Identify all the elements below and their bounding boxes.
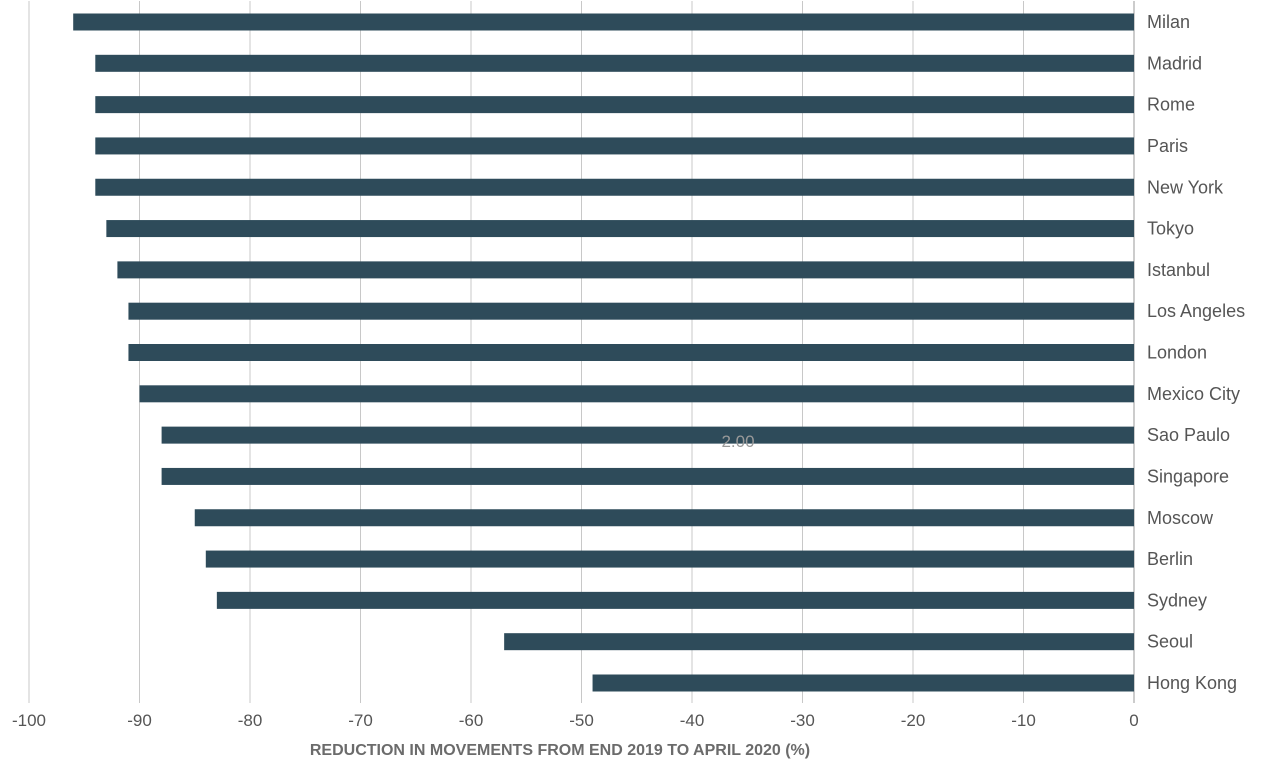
x-tick-label: -60 bbox=[459, 711, 484, 730]
category-label: Milan bbox=[1147, 12, 1190, 32]
bar-mexico-city bbox=[139, 385, 1134, 403]
x-tick-label: -100 bbox=[12, 711, 46, 730]
bar-milan bbox=[73, 13, 1135, 31]
bar-sydney bbox=[216, 591, 1135, 609]
x-tick-label: -10 bbox=[1011, 711, 1036, 730]
category-label: Mexico City bbox=[1147, 384, 1240, 404]
category-label: Berlin bbox=[1147, 549, 1193, 569]
x-tick-label: -50 bbox=[569, 711, 594, 730]
bar-madrid bbox=[95, 54, 1134, 72]
bar-tokyo bbox=[106, 220, 1135, 238]
category-label: Madrid bbox=[1147, 53, 1202, 73]
category-label: New York bbox=[1147, 177, 1224, 197]
x-tick-label: -20 bbox=[901, 711, 926, 730]
category-label: Istanbul bbox=[1147, 260, 1210, 280]
bar-singapore bbox=[161, 467, 1135, 485]
bar-berlin bbox=[205, 550, 1135, 568]
bar-london bbox=[128, 344, 1134, 361]
category-label: Moscow bbox=[1147, 508, 1214, 528]
category-label: Seoul bbox=[1147, 632, 1193, 652]
x-tick-labels: -100 -90 -80 -70 -60 -50 -40 -30 -20 -10 0 bbox=[12, 711, 1139, 730]
bar-new-york bbox=[95, 178, 1134, 196]
bar-sao-paulo bbox=[161, 426, 1135, 444]
category-label: Tokyo bbox=[1147, 219, 1194, 239]
bar-istanbul bbox=[117, 261, 1134, 279]
x-tick-label: -80 bbox=[238, 711, 263, 730]
category-label: Sao Paulo bbox=[1147, 425, 1230, 445]
bar-moscow bbox=[194, 509, 1134, 527]
category-label: Sydney bbox=[1147, 590, 1207, 610]
x-tick-label: 0 bbox=[1129, 711, 1138, 730]
bar-seoul bbox=[504, 633, 1134, 651]
bar-hong-kong bbox=[592, 674, 1134, 692]
category-labels: Milan Madrid Rome Paris New York Tokyo Istanbu… bbox=[1147, 12, 1245, 693]
x-tick-label: -90 bbox=[127, 711, 152, 730]
category-label: Singapore bbox=[1147, 466, 1229, 486]
bar-los-angeles bbox=[128, 302, 1134, 320]
category-label: Los Angeles bbox=[1147, 301, 1245, 321]
category-label: Rome bbox=[1147, 95, 1195, 115]
bar-rome bbox=[95, 96, 1134, 114]
chart-annotation: 2.00 bbox=[721, 432, 754, 451]
category-label: Paris bbox=[1147, 136, 1188, 156]
category-label: Hong Kong bbox=[1147, 673, 1237, 693]
x-tick-label: -40 bbox=[680, 711, 705, 730]
x-tick-label: -30 bbox=[790, 711, 815, 730]
bars bbox=[73, 13, 1135, 692]
category-label: London bbox=[1147, 343, 1207, 363]
x-axis-label: REDUCTION IN MOVEMENTS FROM END 2019 TO … bbox=[310, 742, 810, 759]
bar-paris bbox=[95, 137, 1134, 155]
x-tick-label: -70 bbox=[348, 711, 373, 730]
